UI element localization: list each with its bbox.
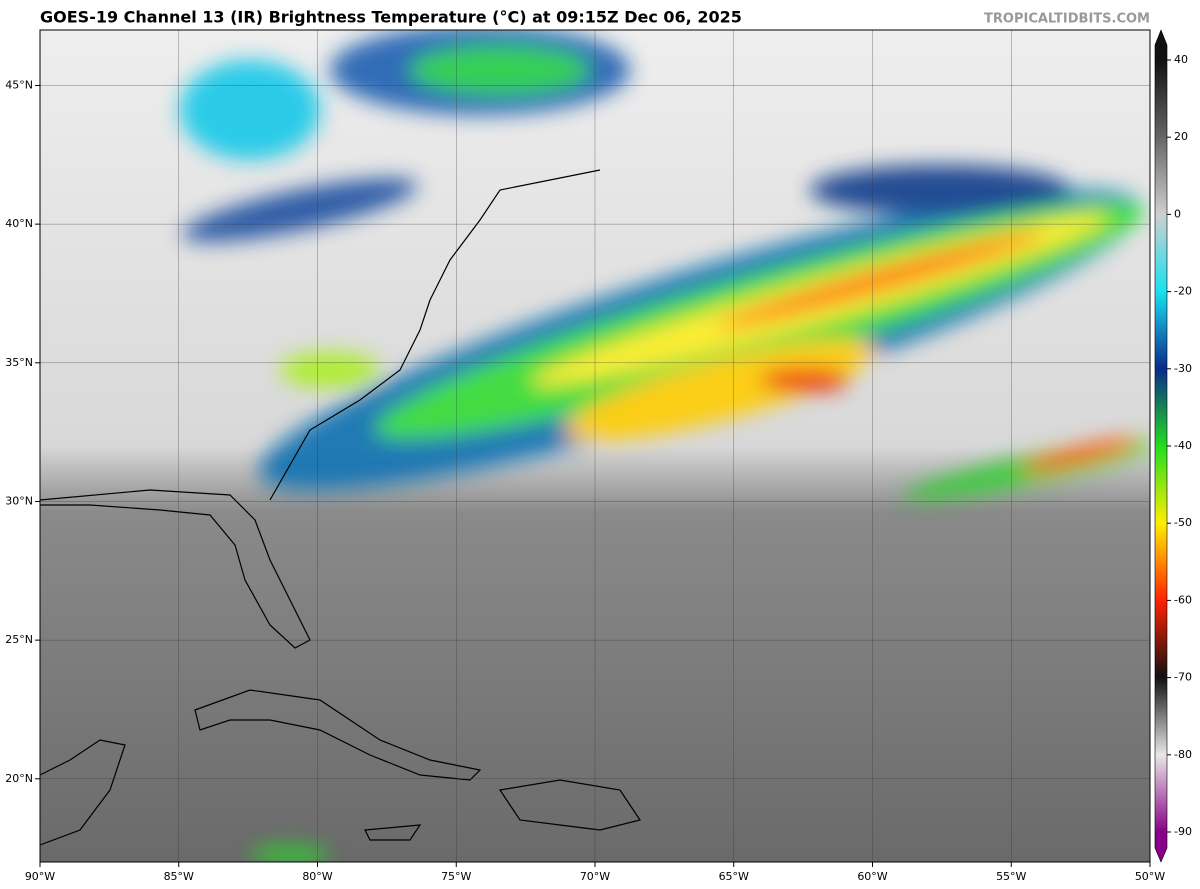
title: GOES-19 Channel 13 (IR) Brightness Tempe… [40,8,742,27]
lon-tick-label: 70°W [580,870,610,883]
colorbar-tick-label: -20 [1174,285,1192,298]
lon-tick-label: 55°W [996,870,1026,883]
lat-tick-label: 40°N [5,217,33,230]
lon-tick-label: 85°W [164,870,194,883]
graticule: 90°W 85°W 80°W 75°W 70°W 65°W 60°W 55°W 50°W 20°N… [5,30,1165,883]
lon-tick-label: 60°W [857,870,887,883]
lat-tick-label: 35°N [5,356,33,369]
colorbar-tick-label: -40 [1174,439,1192,452]
lon-tick-label: 65°W [719,870,749,883]
lat-tick-label: 25°N [5,633,33,646]
lat-tick-label: 45°N [5,78,33,91]
colorbar-tick-label: -90 [1174,825,1192,838]
colorbar-tick-label: -30 [1174,362,1192,375]
credit: TROPICALTIDBITS.COM [984,12,1150,27]
colorbar-tick-label: 20 [1174,130,1188,143]
lon-tick-label: 75°W [441,870,471,883]
colorbar-tick-label: 40 [1174,53,1188,66]
colorbar-tick-label: -80 [1174,748,1192,761]
lon-tick-label: 90°W [25,870,55,883]
colorbar-tick-label: -70 [1174,671,1192,684]
lon-tick-label: 50°W [1135,870,1165,883]
lon-tick-label: 80°W [302,870,332,883]
colorbar-tick-label: 0 [1174,207,1181,220]
colorbar-tick-label: -60 [1174,593,1192,606]
lat-tick-label: 30°N [5,494,33,507]
lat-tick-label: 20°N [5,772,33,785]
satellite-image [40,30,1150,862]
colorbar-ramp [1154,29,1168,863]
colorbar-tick-label: -50 [1174,516,1192,529]
map-frame [39,29,1151,863]
colorbar: 40 20 0 -20 -30 -40 -50 -60 -70 -80 -90 [1154,29,1192,863]
